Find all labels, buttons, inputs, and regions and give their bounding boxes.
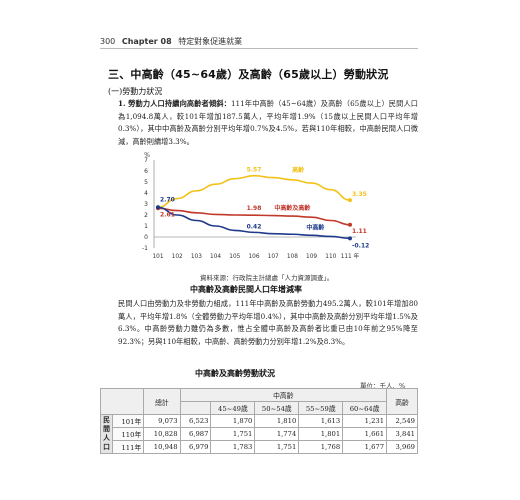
series-line-2 — [157, 206, 351, 240]
cell-55-59: 1,768 — [298, 440, 344, 454]
x-tick-label: 101 — [152, 254, 163, 260]
data-label: 1.98 — [247, 205, 262, 212]
cell-total: 10,948 — [143, 440, 181, 454]
cell-midage: 6,987 — [179, 427, 212, 441]
header-age-55-59: 55~59歲 — [298, 401, 344, 415]
y-tick-label: 7 — [144, 157, 148, 164]
cell-60-64: 1,677 — [342, 440, 388, 454]
header-age-45-49: 45~49歲 — [210, 401, 256, 415]
y-axis-label: % — [144, 152, 150, 159]
table-row: 111年 10,948 6,979 1,783 1,751 1,768 1,67… — [101, 440, 418, 454]
cell-total: 9,073 — [143, 414, 181, 428]
x-tick-label: 105 — [229, 254, 240, 260]
chapter-title: 特定對象促進就業 — [178, 37, 243, 46]
table-row: 110年 10,828 6,987 1,751 1,774 1,801 1,66… — [101, 427, 418, 441]
chart-source: 資料來源：行政院主計總處「人力資源調查」。 — [200, 274, 334, 282]
page-number: 300 — [100, 37, 116, 46]
header-age-50-54: 50~54歲 — [254, 401, 300, 415]
x-tick-label: 102 — [172, 254, 183, 260]
cell-60-64: 1,661 — [342, 427, 388, 441]
chapter-number: Chapter 08 — [121, 37, 172, 46]
series-point — [348, 236, 352, 241]
row-year: 101年 — [111, 414, 145, 428]
section-title: 三、中高齡（45~64歲）及高齡（65歲以上）勞動狀況 — [108, 68, 389, 81]
cell-elderly: 3,841 — [386, 427, 418, 441]
header-age-60-64: 60~64歲 — [342, 401, 388, 415]
series-point — [156, 205, 160, 210]
row-year: 110年 — [111, 427, 145, 441]
data-label: 5.57 — [247, 167, 262, 174]
cell-60-64: 1,231 — [342, 414, 388, 428]
chart-caption: 中高齡及高齡民間人口年增減率 — [190, 285, 302, 294]
row-group-label: 民間人口 — [100, 414, 113, 454]
x-tick-label: 111 年 — [341, 252, 360, 260]
y-tick-label: 2 — [144, 212, 148, 219]
header-total: 總計 — [143, 388, 181, 415]
x-tick-label: 106 — [248, 254, 259, 260]
header-blank — [99, 388, 145, 415]
data-label: 1.11 — [352, 228, 367, 235]
series-name-label: 高齡 — [292, 166, 305, 174]
item-label: 1. 勞動力人口持續向高齡者傾斜： — [118, 99, 231, 108]
data-label: -0.12 — [352, 242, 369, 249]
x-tick-label: 104 — [210, 254, 221, 260]
table-row: 民間人口 101年 9,073 6,523 1,870 1,810 1,613 … — [100, 414, 418, 454]
series-name-label: 中高齡及高齡 — [274, 204, 311, 212]
cell-50-54: 1,810 — [254, 414, 300, 428]
row-year: 111年 — [111, 440, 145, 454]
chart-svg: % -1 0 1 2 3 4 5 6 7 101 102 103 104 105 106 107 108 109 11… — [142, 152, 369, 260]
subsection-title: (一)勞動力狀況 — [108, 87, 163, 96]
cell-55-59: 1,801 — [298, 427, 344, 441]
x-tick-label: 107 — [268, 254, 279, 260]
header-elderly: 高齡 — [386, 388, 418, 415]
cell-45-49: 1,783 — [210, 440, 256, 454]
x-tick-label: 110 — [325, 254, 336, 260]
x-tick-label: 109 — [306, 254, 317, 260]
header-midage: 中高齡 — [179, 388, 388, 402]
header-rule — [100, 48, 418, 49]
series-name-label: 中高齡 — [306, 223, 325, 231]
x-tick-label: 108 — [287, 254, 298, 260]
series-point — [348, 198, 352, 203]
table-title: 中高齡及高齡勞動狀況 — [195, 369, 275, 378]
series-line-0 — [157, 174, 351, 209]
cell-elderly: 2,549 — [386, 414, 418, 428]
x-tick-label: 103 — [191, 254, 202, 260]
cell-55-59: 1,613 — [298, 414, 344, 428]
data-label: 2.70 — [160, 196, 175, 203]
cell-total: 10,828 — [143, 427, 181, 441]
series-line-1 — [157, 207, 351, 226]
cell-elderly: 3,969 — [386, 440, 418, 454]
y-tick-label: 6 — [144, 168, 148, 175]
cell-50-54: 1,751 — [254, 440, 300, 454]
data-label: 0.42 — [247, 223, 262, 230]
cell-midage: 6,523 — [179, 414, 212, 428]
data-label: 3.35 — [352, 191, 367, 198]
cell-45-49: 1,870 — [210, 414, 256, 428]
labor-table: 總計 中高齡 高齡 45~49歲 50~54歲 55~59歲 60~64歲 民間… — [99, 388, 418, 454]
series-point — [348, 222, 352, 227]
cell-45-49: 1,751 — [210, 427, 256, 441]
y-tick-label: 0 — [144, 234, 148, 241]
item-paragraph: 1. 勞動力人口持續向高齡者傾斜：111年中高齡（45~64歲）及高齡（65歲以… — [118, 98, 418, 148]
y-tick-label: -1 — [142, 245, 148, 252]
data-label: 2.61 — [160, 211, 175, 218]
line-chart: % -1 0 1 2 3 4 5 6 7 101 102 103 104 105 106 107 108 109 11… — [120, 148, 410, 273]
y-tick-label: 1 — [144, 223, 148, 230]
cell-midage: 6,979 — [179, 440, 212, 454]
running-header: 300 Chapter 08 特定對象促進就業 — [100, 36, 242, 47]
y-tick-label: 5 — [144, 179, 148, 186]
header-subtotal — [179, 401, 212, 415]
table-unit: 單位：千人、% — [360, 382, 406, 390]
labor-force-paragraph: 民間人口由勞動力及非勞動力組成，111年中高齡及高齡勞動力495.2萬人，較10… — [118, 299, 418, 346]
y-tick-label: 3 — [144, 201, 148, 208]
y-tick-label: 4 — [144, 190, 148, 197]
item-body: 111年中高齡（45~64歲）及高齡（65歲以上）民間人口為1,094.8萬人，… — [118, 99, 418, 146]
cell-50-54: 1,774 — [254, 427, 300, 441]
